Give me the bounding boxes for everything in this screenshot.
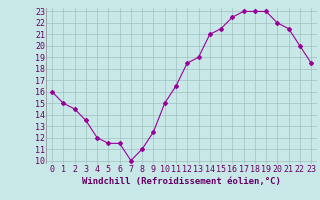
X-axis label: Windchill (Refroidissement éolien,°C): Windchill (Refroidissement éolien,°C) [82,177,281,186]
